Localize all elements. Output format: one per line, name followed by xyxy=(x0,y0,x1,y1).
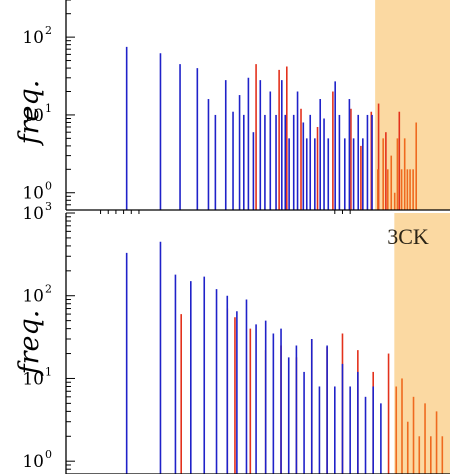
y-tick-label: 10 xyxy=(22,369,44,389)
top-y-axis-title: freq. xyxy=(14,80,45,147)
y-tick-exponent: 2 xyxy=(45,24,52,37)
y-tick-exponent: 0 xyxy=(45,448,52,461)
y-tick-label: 10 xyxy=(22,287,44,307)
y-tick-exponent: 1 xyxy=(45,365,52,378)
y-tick-label: 10 xyxy=(22,452,44,472)
region-annotation: 3CK xyxy=(387,224,429,249)
y-tick-label: 10 xyxy=(22,106,44,126)
y-tick-label: 10 xyxy=(22,184,44,204)
bottom-shaded-region xyxy=(394,213,450,474)
y-tick-exponent: 3 xyxy=(45,200,52,213)
y-tick-exponent: 2 xyxy=(45,283,52,296)
bottom-bars xyxy=(125,241,444,474)
y-tick-label: 10 xyxy=(22,28,44,48)
y-tick-exponent: 1 xyxy=(45,102,52,115)
top-axes xyxy=(65,0,450,214)
bottom-y-axis-title: freq. xyxy=(14,310,45,377)
y-tick-label: 10 xyxy=(22,204,44,224)
bottom-axes xyxy=(65,212,450,474)
y-tick-exponent: 0 xyxy=(45,180,52,193)
top-bars xyxy=(125,46,418,210)
